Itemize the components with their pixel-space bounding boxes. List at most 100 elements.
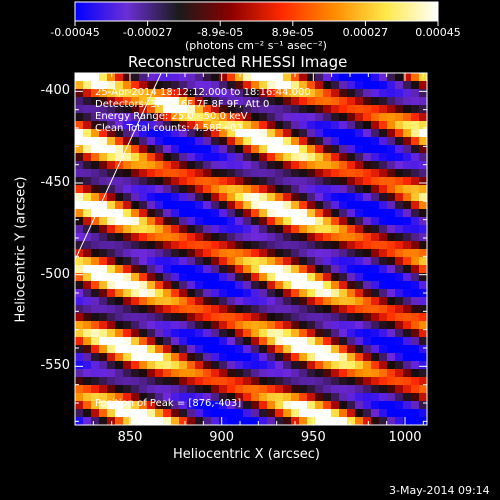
heatmap-cell: [419, 409, 427, 418]
heatmap-cell: [115, 273, 124, 282]
heatmap-cell: [131, 273, 140, 282]
heatmap-cell: [171, 297, 180, 306]
heatmap-cell: [419, 121, 427, 130]
heatmap-cell: [179, 289, 188, 298]
heatmap-cell: [403, 249, 412, 258]
heatmap-cell: [275, 233, 284, 242]
heatmap-cell: [363, 81, 372, 90]
heatmap-cell: [187, 177, 196, 186]
heatmap-cell: [75, 137, 84, 146]
heatmap-cell: [259, 329, 268, 338]
heatmap-cell: [75, 297, 84, 306]
heatmap-cell: [419, 361, 427, 370]
heatmap-cell: [387, 417, 396, 425]
heatmap-cell: [411, 73, 420, 82]
heatmap-cell: [355, 337, 364, 346]
heatmap-cell: [403, 385, 412, 394]
heatmap-cell: [243, 201, 252, 210]
heatmap-cell: [99, 281, 108, 290]
heatmap-cell: [363, 305, 372, 314]
heatmap-cell: [235, 385, 244, 394]
heatmap-cell: [91, 201, 100, 210]
heatmap-cell: [355, 393, 364, 402]
heatmap-cell: [99, 361, 108, 370]
heatmap-cell: [123, 417, 132, 425]
heatmap-cell: [203, 321, 212, 330]
heatmap-cell: [331, 121, 340, 130]
heatmap-cell: [195, 193, 204, 202]
heatmap-cell: [163, 297, 172, 306]
heatmap-cell: [171, 185, 180, 194]
heatmap-cell: [227, 201, 236, 210]
heatmap-cell: [291, 289, 300, 298]
heatmap-cell: [323, 137, 332, 146]
heatmap-cell: [131, 353, 140, 362]
heatmap-cell: [131, 81, 140, 90]
heatmap-cell: [395, 185, 404, 194]
heatmap-cell: [123, 369, 132, 378]
heatmap-cell: [139, 281, 148, 290]
heatmap-cell: [91, 105, 100, 114]
heatmap-cell: [99, 337, 108, 346]
heatmap-cell: [211, 329, 220, 338]
heatmap-cell: [163, 257, 172, 266]
heatmap-cell: [83, 81, 92, 90]
heatmap-cell: [291, 393, 300, 402]
heatmap-cell: [307, 177, 316, 186]
heatmap-cell: [147, 289, 156, 298]
heatmap-cell: [115, 321, 124, 330]
heatmap-cell: [163, 281, 172, 290]
heatmap-cell: [91, 409, 100, 418]
heatmap-cell: [411, 201, 420, 210]
heatmap-cell: [155, 137, 164, 146]
heatmap-cell: [299, 321, 308, 330]
heatmap-cell: [315, 129, 324, 138]
heatmap-cell: [235, 401, 244, 410]
heatmap-cell: [315, 177, 324, 186]
heatmap-cell: [371, 105, 380, 114]
heatmap-cell: [115, 281, 124, 290]
heatmap-cell: [379, 161, 388, 170]
heatmap-cell: [203, 193, 212, 202]
heatmap-cell: [363, 161, 372, 170]
heatmap-cell: [187, 145, 196, 154]
heatmap-cell: [339, 73, 348, 82]
heatmap-cell: [299, 129, 308, 138]
heatmap-cell: [131, 121, 140, 130]
heatmap-cell: [83, 121, 92, 130]
heatmap-cell: [419, 201, 427, 210]
heatmap-cell: [403, 169, 412, 178]
heatmap-cell: [347, 401, 356, 410]
heatmap-cell: [107, 281, 116, 290]
heatmap-cell: [83, 345, 92, 354]
heatmap-cell: [379, 113, 388, 122]
heatmap-cell: [323, 169, 332, 178]
heatmap-cell: [387, 305, 396, 314]
heatmap-cell: [283, 81, 292, 90]
heatmap-cell: [139, 73, 148, 82]
heatmap-cell: [331, 209, 340, 218]
heatmap-cell: [163, 121, 172, 130]
heatmap-cell: [323, 329, 332, 338]
heatmap-cell: [179, 209, 188, 218]
heatmap-cell: [307, 113, 316, 122]
heatmap-cell: [91, 265, 100, 274]
heatmap-cell: [163, 185, 172, 194]
heatmap-cell: [315, 321, 324, 330]
heatmap-cell: [291, 161, 300, 170]
heatmap-cell: [299, 161, 308, 170]
heatmap-cell: [99, 249, 108, 258]
heatmap-cell: [83, 161, 92, 170]
heatmap-cell: [315, 97, 324, 106]
heatmap-cell: [395, 129, 404, 138]
heatmap-cell: [411, 153, 420, 162]
heatmap-cell: [171, 225, 180, 234]
heatmap-cell: [379, 73, 388, 82]
heatmap-cell: [187, 121, 196, 130]
heatmap-cell: [283, 241, 292, 250]
heatmap-cell: [195, 225, 204, 234]
heatmap-cell: [267, 153, 276, 162]
heatmap-cell: [235, 265, 244, 274]
heatmap-cell: [227, 97, 236, 106]
limb-line: [74, 72, 162, 261]
